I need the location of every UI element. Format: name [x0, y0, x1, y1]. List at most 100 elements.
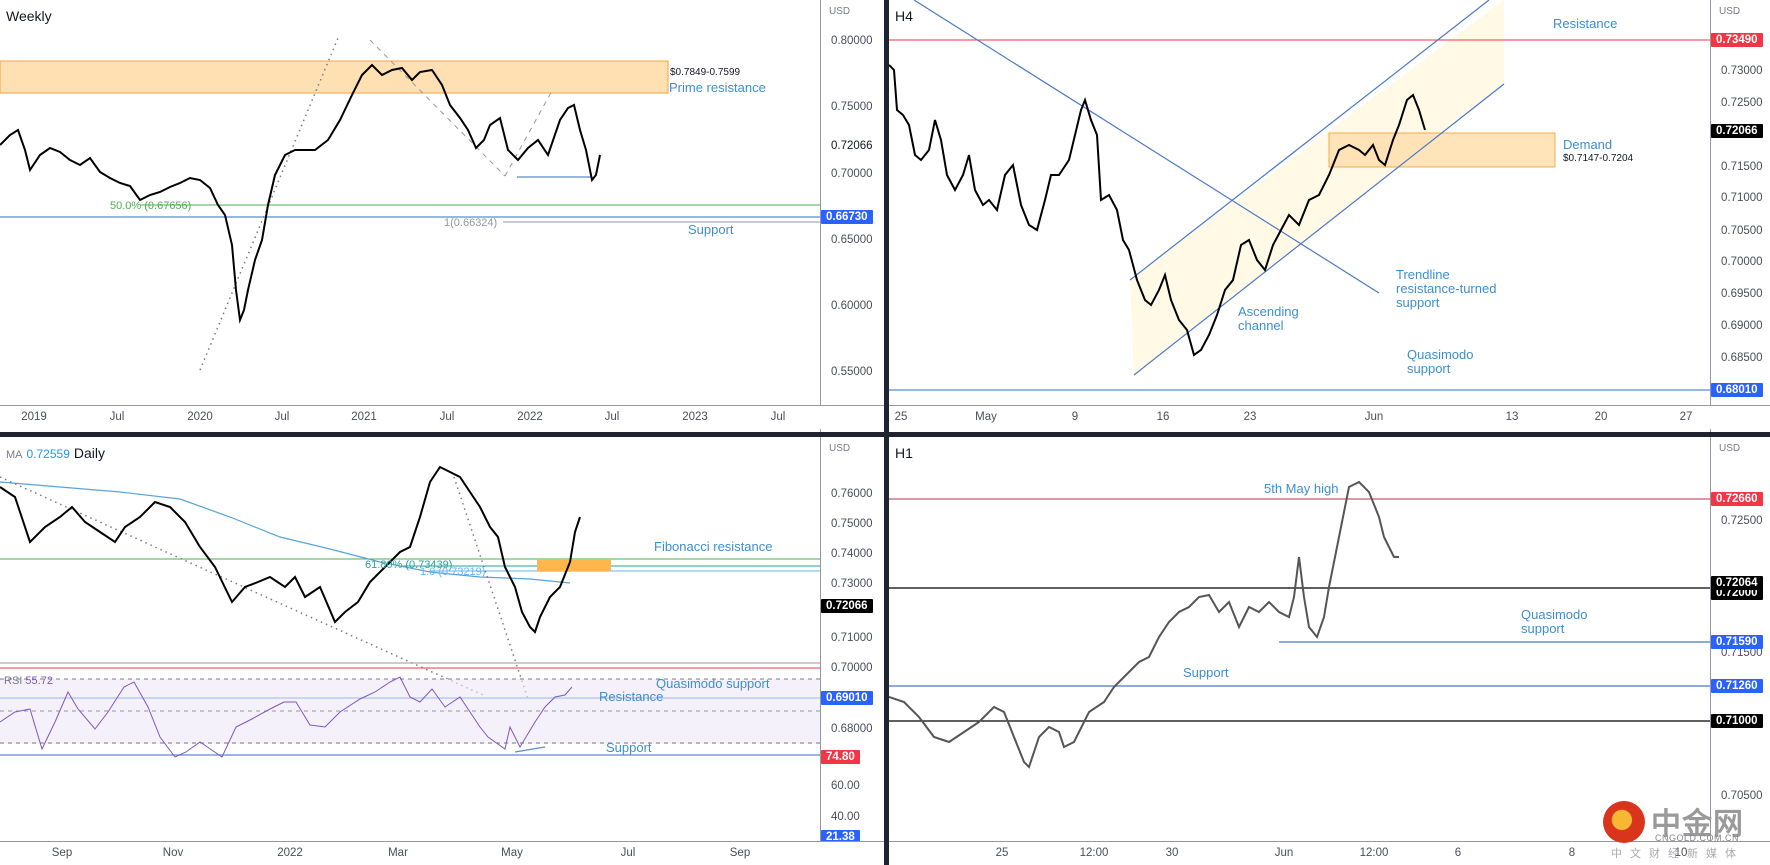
h1-quasimodo-label: Quasimodo support: [1521, 608, 1587, 636]
x-tick: Jul: [620, 847, 636, 859]
x-tick: Sep: [729, 847, 751, 859]
x-tick: 2021: [351, 411, 377, 423]
rsi-resistance-tag: 74.80: [821, 750, 860, 764]
cngold-logo-icon: [1603, 801, 1645, 843]
x-tick: 27: [1679, 411, 1693, 423]
weekly-zone-range: $0.7849-0.7599: [670, 67, 741, 78]
h4-quasimodo-label: Quasimodo support: [1407, 348, 1473, 376]
y-tick: 0.71500: [1721, 647, 1763, 659]
y-tick: 0.71000: [831, 632, 873, 644]
x-tick: 23: [1243, 411, 1257, 423]
h4-title: H4: [895, 8, 913, 24]
label-line: support: [1407, 361, 1451, 376]
label-line: support: [1521, 621, 1565, 636]
y-tick: 0.69500: [1721, 288, 1763, 300]
x-tick: 16: [1156, 411, 1170, 423]
h4-price-axis[interactable]: USD 0.73490 0.73000 0.72500 0.72066 0.71…: [1710, 0, 1770, 432]
y-tick: 0.70500: [1721, 790, 1763, 802]
x-tick: 2023: [682, 411, 708, 423]
daily-panel[interactable]: MA 0.72559 Daily Fibonacci resistance 61.8…: [0, 437, 884, 865]
daily-plot[interactable]: [0, 437, 820, 837]
x-tick: 10: [1674, 847, 1688, 859]
h1-quasimodo-tag: 0.71590: [1711, 635, 1763, 649]
x-tick: 25: [894, 411, 908, 423]
rsi-support-tag: 21.38: [821, 830, 860, 844]
y-tick: 0.73000: [831, 578, 873, 590]
daily-fib-618-label: 61.80% (0.73439): [365, 559, 453, 571]
weekly-fib-1-label: 1(0.66324): [444, 217, 498, 229]
x-tick: Jul: [109, 411, 125, 423]
x-tick: 2022: [517, 411, 543, 423]
h1-may-high-label: 5th May high: [1264, 481, 1339, 496]
h4-last-price-tag: 0.72066: [1711, 124, 1763, 138]
y-tick: 0.80000: [831, 35, 873, 47]
label-line: support: [1396, 295, 1440, 310]
h1-71000-tag: 0.71000: [1711, 714, 1763, 728]
y-tick: 0.72500: [1721, 97, 1763, 109]
h4-currency: USD: [1719, 6, 1741, 17]
daily-fib-1-label: 1.0 (0.73219): [420, 566, 486, 578]
weekly-support-tag: 0.66730: [821, 210, 873, 224]
y-tick: 0.72500: [1721, 515, 1763, 527]
y-tick: 0.71500: [1721, 161, 1763, 173]
x-tick: 20: [1594, 411, 1608, 423]
y-tick: 0.60000: [831, 300, 873, 312]
ma-value: 0.72559: [26, 447, 70, 461]
x-tick: 25: [995, 847, 1009, 859]
y-tick: 0.74000: [831, 548, 873, 560]
daily-last-price-tag: 0.72066: [821, 599, 873, 613]
y-tick: 0.75000: [831, 518, 873, 530]
weekly-fib-50-label: 50.0% (0.67656): [110, 200, 192, 212]
h1-currency: USD: [1719, 443, 1741, 454]
weekly-prime-resistance-label: Prime resistance: [669, 80, 766, 95]
cngold-watermark: 中金网 CNGOLD.COM.CN 中文财经新媒体: [1603, 797, 1758, 860]
y-tick: 0.68500: [1721, 352, 1763, 364]
x-tick: May: [975, 411, 997, 423]
x-tick: Nov: [162, 847, 184, 859]
h1-plot[interactable]: [889, 437, 1710, 841]
x-tick: 13: [1505, 411, 1519, 423]
daily-support-tag: 0.69010: [821, 691, 873, 705]
x-tick: Jul: [770, 411, 786, 423]
x-tick: Mar: [388, 847, 408, 859]
rsi-title: RSI 55.72: [4, 674, 53, 688]
label-line: Ascending: [1238, 304, 1299, 319]
last-price: 0.72066: [831, 140, 873, 152]
rsi-resistance-label: Resistance: [599, 689, 664, 704]
weekly-plot[interactable]: [0, 0, 820, 405]
y-tick: 0.70000: [831, 662, 873, 674]
daily-currency: USD: [829, 443, 851, 454]
weekly-title: Weekly: [6, 8, 52, 24]
h1-price-axis[interactable]: USD 0.72660 0.72500 0.72000 0.72064 0.71…: [1710, 437, 1770, 865]
weekly-price-axis[interactable]: USD 0.80000 0.75000 0.72066 0.70000 0.66…: [820, 0, 884, 432]
daily-time-axis[interactable]: Sep Nov 2022 Mar May Jul Sep: [0, 841, 884, 865]
y-tick: 0.73000: [1721, 65, 1763, 77]
x-tick: 12:00: [1359, 847, 1389, 859]
y-tick: 0.70000: [1721, 256, 1763, 268]
h4-plot[interactable]: [889, 0, 1710, 405]
h1-time-axis[interactable]: 25 12:00 30 Jun 12:00 6 8 10: [889, 841, 1770, 865]
y-tick: 0.70500: [1721, 225, 1763, 237]
y-tick: 0.68000: [831, 723, 873, 735]
x-tick: Jul: [274, 411, 290, 423]
x-tick: 8: [1568, 847, 1576, 859]
h4-support-tag: 0.68010: [1711, 383, 1763, 397]
daily-quasimodo-label: Quasimodo support: [656, 676, 770, 691]
x-tick: 2020: [187, 411, 213, 423]
daily-price-axis[interactable]: USD 0.76000 0.75000 0.74000 0.73000 0.72…: [820, 437, 884, 865]
weekly-time-axis[interactable]: 2019 Jul 2020 Jul 2021 Jul 2022 Jul 2023…: [0, 405, 884, 429]
label-line: Quasimodo: [1521, 607, 1588, 622]
h4-resistance-tag: 0.73490: [1711, 33, 1763, 47]
h1-panel[interactable]: H1 5th May high Quasimodo support Suppor…: [889, 437, 1770, 865]
y-tick: 40.00: [831, 811, 860, 823]
rsi-key: RSI: [4, 675, 23, 687]
x-tick: 2019: [21, 411, 47, 423]
x-tick: Jul: [604, 411, 620, 423]
h4-time-axis[interactable]: 25 May 9 16 23 Jun 13 20 27: [889, 405, 1770, 429]
x-tick: 9: [1071, 411, 1079, 423]
x-tick: 2022: [277, 847, 303, 859]
weekly-panel[interactable]: Weekly $0.7849-0.7599 Prime resistance 5…: [0, 0, 884, 432]
h4-panel[interactable]: H4 Resistance Demand $0.7147-0.7204 Tren…: [889, 0, 1770, 432]
x-tick: Sep: [51, 847, 73, 859]
x-tick: Jul: [439, 411, 455, 423]
